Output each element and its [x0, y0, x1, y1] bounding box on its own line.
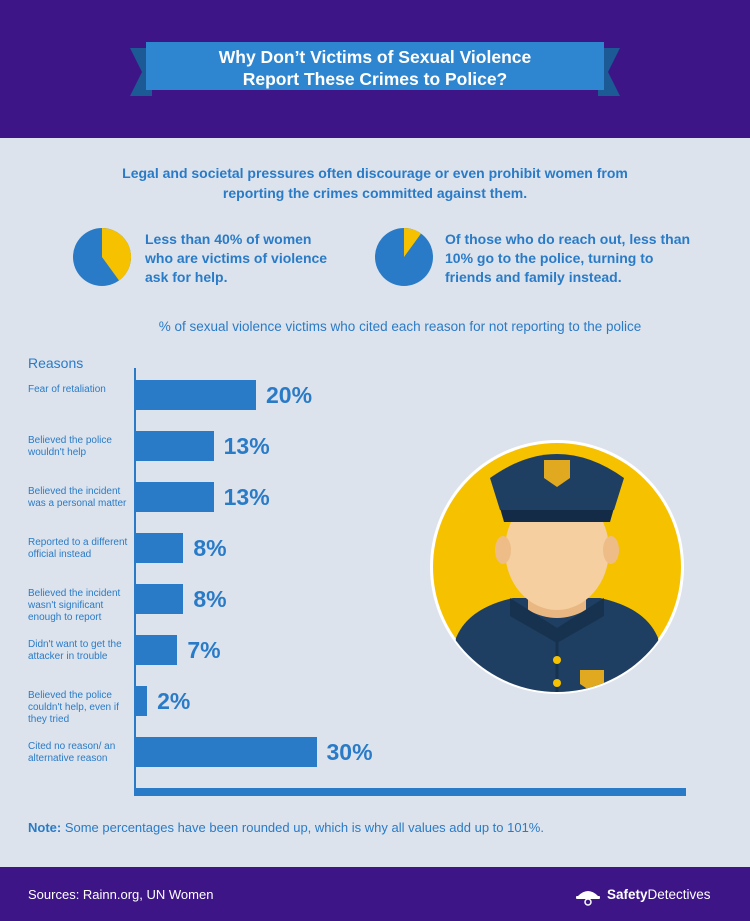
bar-value-label: 2%	[157, 688, 191, 714]
brand-name: SafetyDetectives	[607, 887, 711, 902]
sources-text: Sources: Rainn.org, UN Women	[28, 887, 214, 902]
intro-text: Legal and societal pressures often disco…	[122, 165, 628, 201]
cap-visor	[500, 508, 614, 522]
bar-category-label: Didn't want to get the attacker in troub…	[28, 639, 122, 662]
axis-label-reasons: Reasons	[28, 355, 84, 371]
bar-row: Reported to a different official instead…	[0, 533, 750, 585]
bar-category-label: Cited no reason/ an alternative reason	[28, 741, 116, 764]
stat-text-1: Less than 40% of women who are victims o…	[145, 231, 328, 285]
note-label: Note:	[28, 820, 62, 835]
bar-row: Believed the incident wasn't significant…	[0, 584, 750, 636]
footer-bar: Sources: Rainn.org, UN Women SafetyDetec…	[0, 867, 750, 921]
stat-text-2: Of those who do reach out, less than 10%…	[445, 231, 691, 285]
pie-chart-2	[375, 228, 433, 286]
uniform-button-2	[553, 679, 561, 687]
note-text: Some percentages have been rounded up, w…	[61, 820, 544, 835]
bar	[135, 482, 214, 512]
bar-value-label: 20%	[266, 382, 313, 408]
right-ear	[603, 536, 619, 564]
bar-row: Believed the police couldn't help, even …	[0, 686, 750, 738]
pie1-slice	[102, 228, 131, 281]
bar-value-label: 13%	[223, 433, 270, 459]
header-banner: Why Don’t Victims of Sexual Violence Rep…	[0, 0, 750, 138]
bar	[135, 635, 178, 665]
pie-chart-1	[73, 228, 131, 286]
footnote: Note: Some percentages have been rounded…	[28, 820, 728, 835]
brand-name-rest: Detectives	[647, 886, 711, 902]
left-ear	[495, 536, 511, 564]
bar-value-label: 8%	[193, 586, 227, 612]
uniform-button-1	[553, 656, 561, 664]
bar	[135, 533, 184, 563]
bar-value-label: 13%	[223, 484, 270, 510]
detective-hat-icon	[576, 891, 600, 906]
bar-row: Didn't want to get the attacker in troub…	[0, 635, 750, 687]
brand-logo[interactable]: SafetyDetectives	[575, 882, 711, 906]
pie2-slice	[404, 228, 422, 257]
bar-row: Cited no reason/ an alternative reason 30…	[0, 737, 750, 789]
bar-category-label: Reported to a different official instead	[28, 537, 128, 560]
police-officer-illustration	[430, 440, 684, 694]
ribbon-shape	[130, 42, 620, 96]
bar-value-label: 7%	[187, 637, 221, 663]
bar-category-label: Believed the police couldn't help, even …	[28, 690, 119, 725]
bar-value-label: 8%	[193, 535, 227, 561]
bar-category-label: Believed the police wouldn't help	[28, 435, 112, 458]
bar	[135, 737, 317, 767]
y-axis-line	[134, 368, 136, 792]
brand-name-bold: Safety	[607, 886, 648, 902]
bar	[135, 584, 184, 614]
bar-row: Believed the incident was a personal mat…	[0, 482, 750, 534]
page-title-line2: Report These Crimes to Police?	[242, 69, 508, 89]
bar	[135, 380, 256, 410]
bar-value-label: 30%	[326, 739, 373, 765]
title-ribbon: Why Don’t Victims of Sexual Violence Rep…	[130, 40, 620, 100]
bar-row: Believed the police wouldn't help 13%	[0, 431, 750, 483]
bar	[135, 431, 214, 461]
chart-title: % of sexual violence victims who cited e…	[158, 319, 642, 334]
bar-category-label: Fear of retaliation	[28, 384, 106, 395]
bar-category-label: Believed the incident was a personal mat…	[28, 486, 127, 509]
bar-category-label: Believed the incident wasn't significant…	[28, 588, 121, 623]
page-title: Why Don’t Victims of Sexual Violence Rep…	[130, 46, 620, 90]
bar-row: Fear of retaliation 20%	[0, 380, 750, 432]
cap-badge-icon	[544, 460, 570, 487]
x-axis-line	[134, 788, 686, 796]
page-title-line1: Why Don’t Victims of Sexual Violence	[218, 47, 532, 67]
bar	[135, 686, 148, 716]
